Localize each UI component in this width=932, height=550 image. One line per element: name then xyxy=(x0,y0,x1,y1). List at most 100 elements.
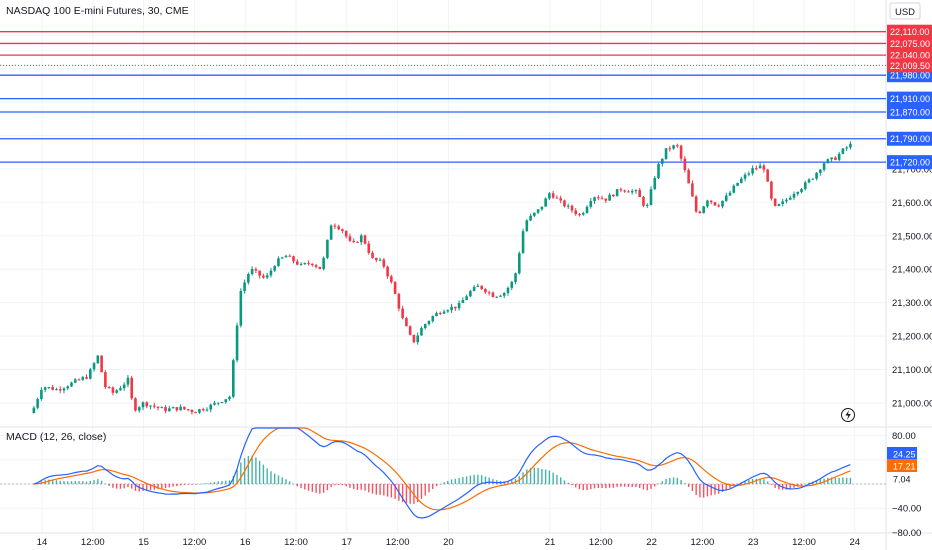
candle-body xyxy=(183,406,186,410)
candle-body xyxy=(228,396,231,400)
candle-body xyxy=(709,200,713,203)
candle-body xyxy=(405,318,408,327)
candle-body xyxy=(92,363,96,370)
candle-body xyxy=(341,229,344,231)
macd-histogram-bar xyxy=(702,484,705,498)
level-price-label: 21,790.00 xyxy=(890,134,930,144)
macd-signal-line xyxy=(33,427,851,511)
macd-histogram-bar xyxy=(710,484,712,496)
macd-histogram-bar xyxy=(119,484,122,489)
candle-body xyxy=(382,259,386,267)
lightning-icon[interactable] xyxy=(841,408,855,422)
macd-pane xyxy=(0,427,886,519)
macd-histogram-bar xyxy=(371,484,374,494)
candle-body xyxy=(544,198,547,207)
macd-histogram-bar xyxy=(484,476,487,484)
macd-histogram-bar xyxy=(646,484,648,491)
candle-body xyxy=(608,194,611,201)
macd-histogram-bar xyxy=(838,477,840,484)
candle-body xyxy=(442,311,446,314)
macd-histogram-bar xyxy=(206,483,208,484)
macd-histogram-bar xyxy=(262,464,265,484)
macd-histogram-bar xyxy=(661,481,663,484)
level-price-tag xyxy=(887,155,932,170)
macd-histogram-bar xyxy=(383,484,385,496)
candle-body xyxy=(585,206,589,214)
candle-body xyxy=(533,212,536,216)
candle-body xyxy=(299,263,303,265)
macd-histogram-bar xyxy=(191,484,193,485)
candle-body xyxy=(721,200,724,207)
candle-body xyxy=(815,172,818,179)
candle-body xyxy=(724,195,728,201)
candle-body xyxy=(77,379,81,381)
macd-histogram-bar xyxy=(146,484,148,491)
level-price-tag xyxy=(887,36,932,51)
candle-body xyxy=(454,306,457,309)
candle-body xyxy=(540,206,544,210)
candle-body xyxy=(307,263,310,265)
candle-body xyxy=(758,165,762,169)
macd-histogram-bar xyxy=(349,484,351,488)
time-tick-label: 17 xyxy=(342,537,353,548)
macd-histogram-bar xyxy=(360,484,362,490)
candle-body xyxy=(702,206,705,214)
candle-body xyxy=(589,201,593,207)
time-axis[interactable]: 14 12:00 15 12:00 16 12:00 17 12:00 20 21 12:00 22 1… xyxy=(37,537,860,548)
candle-body xyxy=(713,202,717,206)
candle-body xyxy=(423,324,427,329)
macd-histogram-bar xyxy=(292,483,295,485)
macd-histogram-bar xyxy=(763,479,765,484)
macd-value-tag xyxy=(887,447,917,461)
candle-body xyxy=(280,257,284,259)
macd-histogram-bar xyxy=(439,484,441,485)
macd-histogram-bar xyxy=(289,481,291,484)
price-tick-label: 21,300.00 xyxy=(892,298,932,309)
horizontal-levels[interactable] xyxy=(0,31,886,163)
candle-body xyxy=(81,377,85,380)
candle-body xyxy=(149,405,152,407)
macd-value-label: 24.25 xyxy=(893,450,916,460)
macd-histogram-bar xyxy=(582,484,584,491)
candle-body xyxy=(190,410,194,413)
candles xyxy=(32,141,852,415)
candle-body xyxy=(570,205,574,211)
candle-body xyxy=(130,377,134,399)
candle-body xyxy=(137,407,141,411)
candle-body xyxy=(66,386,70,389)
currency-badge[interactable] xyxy=(889,2,921,20)
candle-body xyxy=(517,253,521,274)
level-price-label: 22,110.00 xyxy=(890,27,929,37)
candle-body xyxy=(348,236,352,241)
macd-histogram-bar xyxy=(778,484,780,490)
candle-body xyxy=(615,189,619,197)
candle-body xyxy=(514,273,517,282)
candle-body xyxy=(401,308,404,319)
level-price-label: 21,720.00 xyxy=(890,158,930,168)
candle-body xyxy=(551,193,555,198)
macd-histogram-bar xyxy=(477,474,479,484)
price-axis[interactable]: 21,000.00 21,100.00 21,200.00 21,300.00 21,4… xyxy=(892,164,932,409)
macd-histogram-bar xyxy=(736,483,739,485)
macd-histogram-bar xyxy=(586,484,588,490)
candle-body xyxy=(85,377,88,379)
macd-histogram-bar xyxy=(416,484,419,503)
macd-histogram-bar xyxy=(221,481,223,484)
macd-histogram-bar xyxy=(465,476,468,484)
candle-body xyxy=(284,255,288,258)
macd-histogram-bar xyxy=(800,484,803,486)
candle-body xyxy=(687,170,690,184)
candle-body xyxy=(337,226,340,230)
candle-body xyxy=(502,293,506,296)
candle-body xyxy=(322,257,325,269)
candle-body xyxy=(612,194,615,197)
candle-body xyxy=(273,266,277,271)
candle-body xyxy=(288,255,292,257)
candle-body xyxy=(156,406,160,408)
candle-body xyxy=(378,259,382,261)
candle-body xyxy=(845,147,848,149)
macd-histogram-bar xyxy=(432,484,434,490)
candle-body xyxy=(51,387,54,390)
